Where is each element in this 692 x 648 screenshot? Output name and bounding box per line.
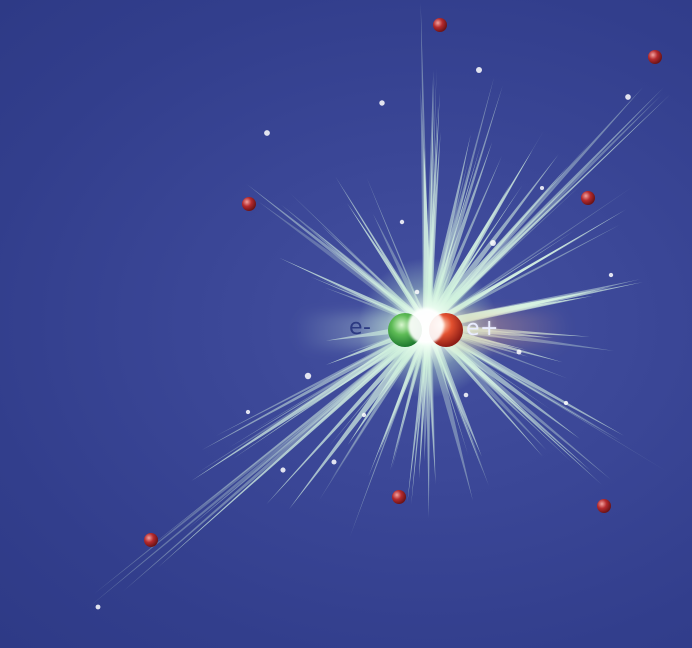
speck bbox=[280, 467, 286, 473]
speck bbox=[463, 392, 469, 398]
secondary-particle bbox=[648, 50, 662, 64]
energy-ray bbox=[424, 95, 662, 330]
speck bbox=[331, 459, 337, 465]
speck bbox=[516, 349, 522, 355]
energy-ray bbox=[426, 77, 435, 326]
secondary-particle bbox=[597, 499, 611, 513]
speck bbox=[95, 604, 101, 610]
energy-ray bbox=[122, 323, 431, 593]
energy-ray bbox=[425, 87, 664, 329]
secondary-particle bbox=[581, 191, 595, 205]
speck bbox=[304, 372, 312, 380]
energy-ray bbox=[426, 94, 670, 328]
speck bbox=[361, 412, 367, 418]
energy-ray bbox=[187, 323, 430, 529]
secondary-particle bbox=[242, 197, 256, 211]
speck bbox=[264, 130, 270, 136]
speck bbox=[563, 400, 569, 406]
speck bbox=[379, 100, 385, 106]
speck bbox=[608, 272, 614, 278]
energy-ray bbox=[426, 68, 437, 326]
speck bbox=[625, 94, 631, 100]
speck bbox=[475, 66, 483, 74]
energy-ray bbox=[420, 2, 431, 327]
secondary-particles bbox=[144, 18, 662, 547]
speck bbox=[245, 409, 251, 415]
energy-ray bbox=[157, 324, 430, 568]
collision-flash bbox=[408, 308, 444, 344]
energy-ray bbox=[89, 323, 430, 607]
secondary-particle bbox=[144, 533, 158, 547]
speck bbox=[414, 289, 420, 295]
specks bbox=[95, 66, 631, 610]
speck bbox=[539, 185, 545, 191]
energy-ray bbox=[93, 323, 430, 595]
speck bbox=[399, 219, 405, 225]
speck bbox=[490, 240, 496, 246]
secondary-particle bbox=[392, 490, 406, 504]
energy-ray bbox=[145, 324, 430, 551]
secondary-particle bbox=[433, 18, 447, 32]
